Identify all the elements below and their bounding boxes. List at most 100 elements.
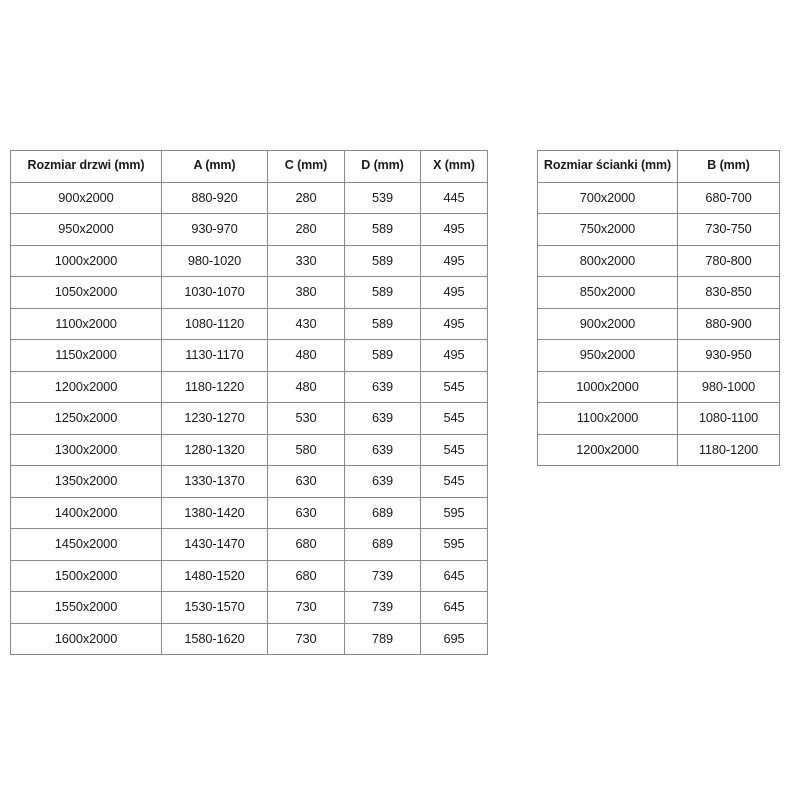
table-row: 750x2000 730-750 <box>537 213 780 246</box>
cell-door-size: 1000x2000 <box>10 244 162 277</box>
cell-c: 330 <box>267 244 345 277</box>
cell-d: 589 <box>344 307 421 340</box>
cell-a: 1380-1420 <box>161 496 268 529</box>
cell-x: 495 <box>420 307 488 340</box>
cell-d: 689 <box>344 528 421 561</box>
cell-a: 980-1020 <box>161 244 268 277</box>
table-row: 1000x2000 980-1000 <box>537 370 780 403</box>
cell-x: 495 <box>420 339 488 372</box>
table-row: 800x2000 780-800 <box>537 244 780 277</box>
cell-d: 739 <box>344 559 421 592</box>
cell-door-size: 1550x2000 <box>10 591 162 624</box>
cell-c: 730 <box>267 591 345 624</box>
cell-b: 730-750 <box>677 213 780 246</box>
cell-d: 639 <box>344 465 421 498</box>
cell-a: 1180-1220 <box>161 370 268 403</box>
cell-wall-size: 700x2000 <box>537 181 678 214</box>
cell-a: 1130-1170 <box>161 339 268 372</box>
cell-a: 880-920 <box>161 181 268 214</box>
cell-b: 980-1000 <box>677 370 780 403</box>
cell-b: 930-950 <box>677 339 780 372</box>
column-header-x: X (mm) <box>420 150 488 183</box>
cell-a: 930-970 <box>161 213 268 246</box>
cell-b: 680-700 <box>677 181 780 214</box>
table-row: 1150x2000 1130-1170 480 589 495 <box>10 339 488 372</box>
table-row: 1350x2000 1330-1370 630 639 545 <box>10 465 488 498</box>
cell-wall-size: 900x2000 <box>537 307 678 340</box>
cell-a: 1580-1620 <box>161 622 268 655</box>
cell-c: 530 <box>267 402 345 435</box>
walls-table-header: Rozmiar ścianki (mm) B (mm) <box>537 150 780 183</box>
cell-c: 580 <box>267 433 345 466</box>
walls-table-body: 700x2000 680-700 750x2000 730-750 800x2000 78… <box>537 181 780 466</box>
table-row: 1100x2000 1080-1100 <box>537 402 780 435</box>
cell-c: 480 <box>267 339 345 372</box>
cell-a: 1230-1270 <box>161 402 268 435</box>
cell-wall-size: 1200x2000 <box>537 433 678 466</box>
cell-door-size: 1150x2000 <box>10 339 162 372</box>
cell-a: 1030-1070 <box>161 276 268 309</box>
cell-door-size: 1600x2000 <box>10 622 162 655</box>
cell-door-size: 1200x2000 <box>10 370 162 403</box>
column-header-door-size: Rozmiar drzwi (mm) <box>10 150 162 183</box>
table-header-row: Rozmiar drzwi (mm) A (mm) C (mm) D (mm) … <box>10 150 488 183</box>
cell-b: 880-900 <box>677 307 780 340</box>
cell-a: 1330-1370 <box>161 465 268 498</box>
table-row: 1300x2000 1280-1320 580 639 545 <box>10 433 488 466</box>
cell-x: 695 <box>420 622 488 655</box>
cell-x: 545 <box>420 433 488 466</box>
cell-wall-size: 1100x2000 <box>537 402 678 435</box>
cell-x: 645 <box>420 591 488 624</box>
table-row: 1500x2000 1480-1520 680 739 645 <box>10 559 488 592</box>
cell-c: 280 <box>267 213 345 246</box>
cell-c: 480 <box>267 370 345 403</box>
table-row: 1100x2000 1080-1120 430 589 495 <box>10 307 488 340</box>
cell-c: 630 <box>267 496 345 529</box>
cell-door-size: 1050x2000 <box>10 276 162 309</box>
cell-a: 1080-1120 <box>161 307 268 340</box>
cell-x: 495 <box>420 244 488 277</box>
wall-size-specification-table: Rozmiar ścianki (mm) B (mm) 700x2000 680-… <box>537 150 780 466</box>
cell-x: 645 <box>420 559 488 592</box>
cell-wall-size: 1000x2000 <box>537 370 678 403</box>
cell-d: 689 <box>344 496 421 529</box>
cell-a: 1430-1470 <box>161 528 268 561</box>
column-header-wall-size: Rozmiar ścianki (mm) <box>537 150 678 183</box>
table-row: 900x2000 880-920 280 539 445 <box>10 181 488 214</box>
cell-b: 1180-1200 <box>677 433 780 466</box>
table-row: 950x2000 930-970 280 589 495 <box>10 213 488 246</box>
cell-a: 1530-1570 <box>161 591 268 624</box>
cell-c: 730 <box>267 622 345 655</box>
cell-a: 1280-1320 <box>161 433 268 466</box>
cell-d: 789 <box>344 622 421 655</box>
cell-d: 639 <box>344 433 421 466</box>
cell-door-size: 1250x2000 <box>10 402 162 435</box>
table-row: 1600x2000 1580-1620 730 789 695 <box>10 622 488 655</box>
table-row: 1200x2000 1180-1220 480 639 545 <box>10 370 488 403</box>
cell-x: 595 <box>420 496 488 529</box>
cell-door-size: 900x2000 <box>10 181 162 214</box>
cell-c: 680 <box>267 528 345 561</box>
cell-d: 589 <box>344 276 421 309</box>
cell-x: 445 <box>420 181 488 214</box>
table-row: 1550x2000 1530-1570 730 739 645 <box>10 591 488 624</box>
cell-b: 830-850 <box>677 276 780 309</box>
cell-d: 589 <box>344 213 421 246</box>
table-row: 1250x2000 1230-1270 530 639 545 <box>10 402 488 435</box>
cell-wall-size: 750x2000 <box>537 213 678 246</box>
cell-x: 545 <box>420 402 488 435</box>
cell-d: 589 <box>344 244 421 277</box>
cell-door-size: 1400x2000 <box>10 496 162 529</box>
door-size-specification-table: Rozmiar drzwi (mm) A (mm) C (mm) D (mm) … <box>10 150 488 655</box>
cell-d: 639 <box>344 370 421 403</box>
cell-door-size: 1450x2000 <box>10 528 162 561</box>
cell-door-size: 950x2000 <box>10 213 162 246</box>
table-row: 1200x2000 1180-1200 <box>537 433 780 466</box>
cell-b: 780-800 <box>677 244 780 277</box>
cell-d: 739 <box>344 591 421 624</box>
column-header-d: D (mm) <box>344 150 421 183</box>
cell-c: 280 <box>267 181 345 214</box>
cell-x: 495 <box>420 276 488 309</box>
table-header-row: Rozmiar ścianki (mm) B (mm) <box>537 150 780 183</box>
